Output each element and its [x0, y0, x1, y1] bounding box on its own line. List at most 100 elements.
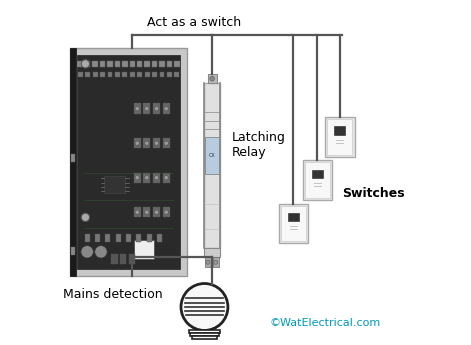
FancyBboxPatch shape [114, 61, 120, 67]
FancyBboxPatch shape [137, 234, 141, 242]
FancyBboxPatch shape [120, 254, 126, 264]
FancyBboxPatch shape [281, 206, 306, 241]
FancyBboxPatch shape [167, 61, 172, 67]
Circle shape [213, 260, 218, 264]
FancyBboxPatch shape [160, 72, 164, 77]
FancyBboxPatch shape [152, 72, 157, 77]
FancyBboxPatch shape [327, 119, 352, 155]
FancyBboxPatch shape [106, 234, 110, 242]
FancyBboxPatch shape [153, 138, 160, 148]
FancyBboxPatch shape [70, 48, 76, 276]
Text: Act as a switch: Act as a switch [147, 16, 241, 29]
FancyBboxPatch shape [71, 247, 75, 255]
FancyBboxPatch shape [162, 138, 170, 148]
Circle shape [135, 141, 139, 145]
FancyBboxPatch shape [167, 72, 172, 77]
Circle shape [154, 107, 159, 111]
Text: Mains detection: Mains detection [63, 288, 163, 302]
FancyBboxPatch shape [78, 72, 83, 77]
FancyBboxPatch shape [143, 172, 150, 183]
Circle shape [145, 107, 149, 111]
FancyBboxPatch shape [305, 162, 330, 198]
Circle shape [135, 210, 139, 214]
FancyBboxPatch shape [93, 72, 97, 77]
FancyBboxPatch shape [303, 160, 332, 200]
FancyBboxPatch shape [78, 61, 83, 67]
FancyBboxPatch shape [122, 72, 127, 77]
FancyBboxPatch shape [145, 72, 149, 77]
FancyBboxPatch shape [159, 61, 165, 67]
FancyBboxPatch shape [162, 207, 170, 217]
Circle shape [164, 176, 168, 180]
FancyBboxPatch shape [145, 61, 150, 67]
Text: ©WatElectrical.com: ©WatElectrical.com [269, 318, 381, 327]
Circle shape [210, 76, 215, 81]
FancyBboxPatch shape [100, 61, 106, 67]
Circle shape [95, 246, 107, 258]
FancyBboxPatch shape [100, 72, 105, 77]
FancyBboxPatch shape [162, 104, 170, 114]
FancyBboxPatch shape [212, 257, 219, 267]
FancyBboxPatch shape [288, 213, 299, 221]
Circle shape [81, 246, 93, 258]
FancyBboxPatch shape [92, 61, 98, 67]
FancyBboxPatch shape [153, 104, 160, 114]
Circle shape [135, 176, 139, 180]
FancyBboxPatch shape [143, 104, 150, 114]
FancyBboxPatch shape [85, 72, 90, 77]
FancyBboxPatch shape [130, 61, 135, 67]
FancyBboxPatch shape [143, 207, 150, 217]
FancyBboxPatch shape [312, 169, 323, 178]
FancyBboxPatch shape [115, 72, 120, 77]
FancyBboxPatch shape [174, 72, 179, 77]
Text: Latching
Relay: Latching Relay [232, 131, 286, 159]
FancyBboxPatch shape [208, 74, 217, 83]
FancyBboxPatch shape [105, 176, 125, 193]
FancyBboxPatch shape [190, 333, 219, 336]
FancyBboxPatch shape [126, 234, 131, 242]
Circle shape [164, 141, 168, 145]
FancyBboxPatch shape [85, 234, 89, 242]
FancyBboxPatch shape [174, 61, 179, 67]
FancyBboxPatch shape [204, 83, 220, 248]
FancyBboxPatch shape [130, 72, 135, 77]
FancyBboxPatch shape [147, 234, 152, 242]
FancyBboxPatch shape [137, 61, 142, 67]
FancyBboxPatch shape [71, 154, 75, 162]
FancyBboxPatch shape [325, 117, 355, 157]
Circle shape [135, 107, 139, 111]
FancyBboxPatch shape [152, 61, 157, 67]
FancyBboxPatch shape [334, 126, 345, 135]
Circle shape [154, 210, 159, 214]
FancyBboxPatch shape [153, 172, 160, 183]
Circle shape [145, 176, 149, 180]
FancyBboxPatch shape [134, 207, 141, 217]
FancyBboxPatch shape [85, 61, 90, 67]
FancyBboxPatch shape [189, 331, 219, 333]
Circle shape [206, 260, 210, 264]
FancyBboxPatch shape [70, 48, 187, 276]
FancyBboxPatch shape [95, 234, 100, 242]
FancyBboxPatch shape [279, 204, 308, 243]
FancyBboxPatch shape [107, 72, 113, 77]
FancyBboxPatch shape [134, 138, 141, 148]
FancyBboxPatch shape [137, 72, 142, 77]
FancyBboxPatch shape [111, 254, 117, 264]
FancyBboxPatch shape [204, 248, 220, 257]
FancyBboxPatch shape [192, 336, 217, 339]
Circle shape [81, 60, 89, 68]
FancyBboxPatch shape [205, 137, 219, 174]
FancyBboxPatch shape [134, 240, 154, 259]
FancyBboxPatch shape [157, 234, 162, 242]
Circle shape [154, 176, 159, 180]
Circle shape [154, 141, 159, 145]
FancyBboxPatch shape [143, 138, 150, 148]
Text: Switches: Switches [342, 187, 405, 200]
FancyBboxPatch shape [122, 61, 128, 67]
FancyBboxPatch shape [134, 104, 141, 114]
Circle shape [164, 210, 168, 214]
FancyBboxPatch shape [129, 254, 135, 264]
FancyBboxPatch shape [162, 172, 170, 183]
FancyBboxPatch shape [153, 207, 160, 217]
FancyBboxPatch shape [116, 234, 121, 242]
